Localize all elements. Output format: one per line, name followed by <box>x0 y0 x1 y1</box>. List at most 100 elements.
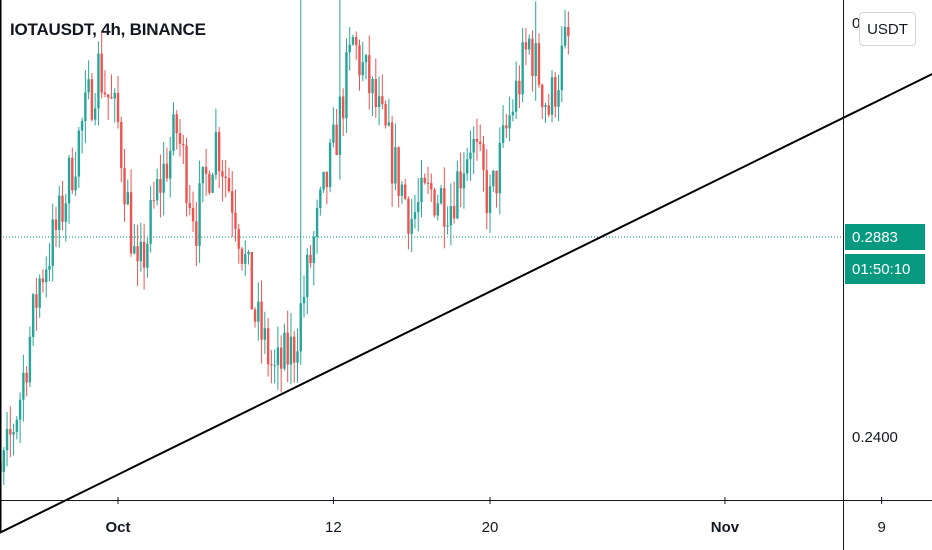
candle-body <box>345 52 348 119</box>
candle-body <box>133 246 136 254</box>
candle-body <box>107 94 110 98</box>
candle-body <box>381 96 384 105</box>
candle-body <box>155 179 159 201</box>
candle-body <box>296 351 299 363</box>
candle-body <box>279 347 283 369</box>
candle-body <box>550 77 554 115</box>
time-tick-label: 20 <box>482 519 499 536</box>
candle-body <box>149 200 152 244</box>
candle-body <box>263 328 267 340</box>
candle-body <box>54 219 58 230</box>
candle-body <box>521 42 524 95</box>
candle-body <box>479 141 482 145</box>
candle-body <box>71 157 74 191</box>
candle-body <box>211 174 214 193</box>
candle-body <box>182 143 185 146</box>
candle-body <box>482 144 485 171</box>
candle-body <box>208 173 211 193</box>
candle-body <box>498 142 502 194</box>
candle-body <box>560 45 564 91</box>
candle-body <box>514 80 518 112</box>
time-axis[interactable]: Oct 12 20 Nov 9 <box>105 497 886 536</box>
candle-body <box>120 121 123 169</box>
candle-body <box>446 225 449 227</box>
candle-body <box>227 177 231 192</box>
price-axis-partial-label: 0 <box>852 15 860 32</box>
candle-body <box>407 198 410 234</box>
candle-body <box>93 108 97 120</box>
candle-body <box>188 203 191 209</box>
candle-body <box>15 419 19 432</box>
candle-body <box>319 189 322 209</box>
candle-body <box>244 254 247 264</box>
candle-body <box>35 294 38 308</box>
candle-body <box>518 80 521 95</box>
candle-body <box>195 221 198 246</box>
candle-body <box>2 450 5 472</box>
candle-body <box>524 42 528 50</box>
candle-body <box>387 122 391 126</box>
candle-body <box>400 184 404 196</box>
candle-body <box>563 26 567 46</box>
candle-body <box>25 372 28 383</box>
candle-body <box>541 84 544 108</box>
candle-body <box>231 191 234 213</box>
candle-body <box>234 212 237 229</box>
candle-body <box>452 206 456 219</box>
candle-body <box>397 147 400 196</box>
candle-body <box>28 336 32 383</box>
candle-body <box>142 241 146 268</box>
candle-body <box>136 246 139 262</box>
candle-body <box>84 92 87 122</box>
candle-body <box>169 150 172 179</box>
symbol-title: IOTAUSDT, 4h, BINANCE <box>10 20 206 39</box>
candle-body <box>18 399 22 420</box>
candle-body <box>459 171 462 189</box>
candle-body <box>374 78 378 108</box>
time-tick-label: 12 <box>325 519 342 536</box>
candle-body <box>306 254 309 298</box>
candle-body <box>511 111 515 116</box>
price-axis[interactable]: 0 0.24000.26000.30000.3200 <box>852 0 898 446</box>
candle-body <box>87 79 90 93</box>
candle-body <box>253 309 257 322</box>
time-tick-label: Nov <box>711 519 740 536</box>
candle-body <box>423 177 426 183</box>
candle-body <box>332 124 335 143</box>
candle-body <box>198 183 201 246</box>
candle-body <box>116 92 120 122</box>
candle-body <box>165 163 169 179</box>
candle-body <box>394 147 397 184</box>
candle-body <box>436 203 440 216</box>
ascending-triangle[interactable] <box>0 0 932 534</box>
candle-body <box>462 173 466 189</box>
candle-body <box>152 200 156 202</box>
candle-body <box>371 78 374 94</box>
candle-body <box>224 176 227 178</box>
currency-button[interactable]: USDT <box>859 12 916 46</box>
candle-body <box>64 203 67 222</box>
candle-body <box>5 429 9 451</box>
candle-body <box>544 105 547 108</box>
candle-body <box>403 184 407 199</box>
candle-body <box>430 183 433 190</box>
candle-body <box>537 43 541 85</box>
candle-body <box>286 332 289 365</box>
candle-body <box>413 212 417 219</box>
candle-body <box>501 125 505 143</box>
candle-body <box>175 114 178 133</box>
candle-body <box>162 163 165 193</box>
candle-body <box>505 125 508 129</box>
candle-body <box>110 97 113 99</box>
candle-body <box>201 166 205 184</box>
candle-body <box>449 206 453 226</box>
candle-body <box>488 186 492 214</box>
time-tick-label: 9 <box>877 519 885 536</box>
candle-series <box>0 0 570 495</box>
candle-body <box>22 372 25 400</box>
candle-body <box>159 179 162 193</box>
candle-body <box>527 38 531 50</box>
candle-body <box>338 96 342 155</box>
triangle-drawing[interactable] <box>0 0 932 534</box>
